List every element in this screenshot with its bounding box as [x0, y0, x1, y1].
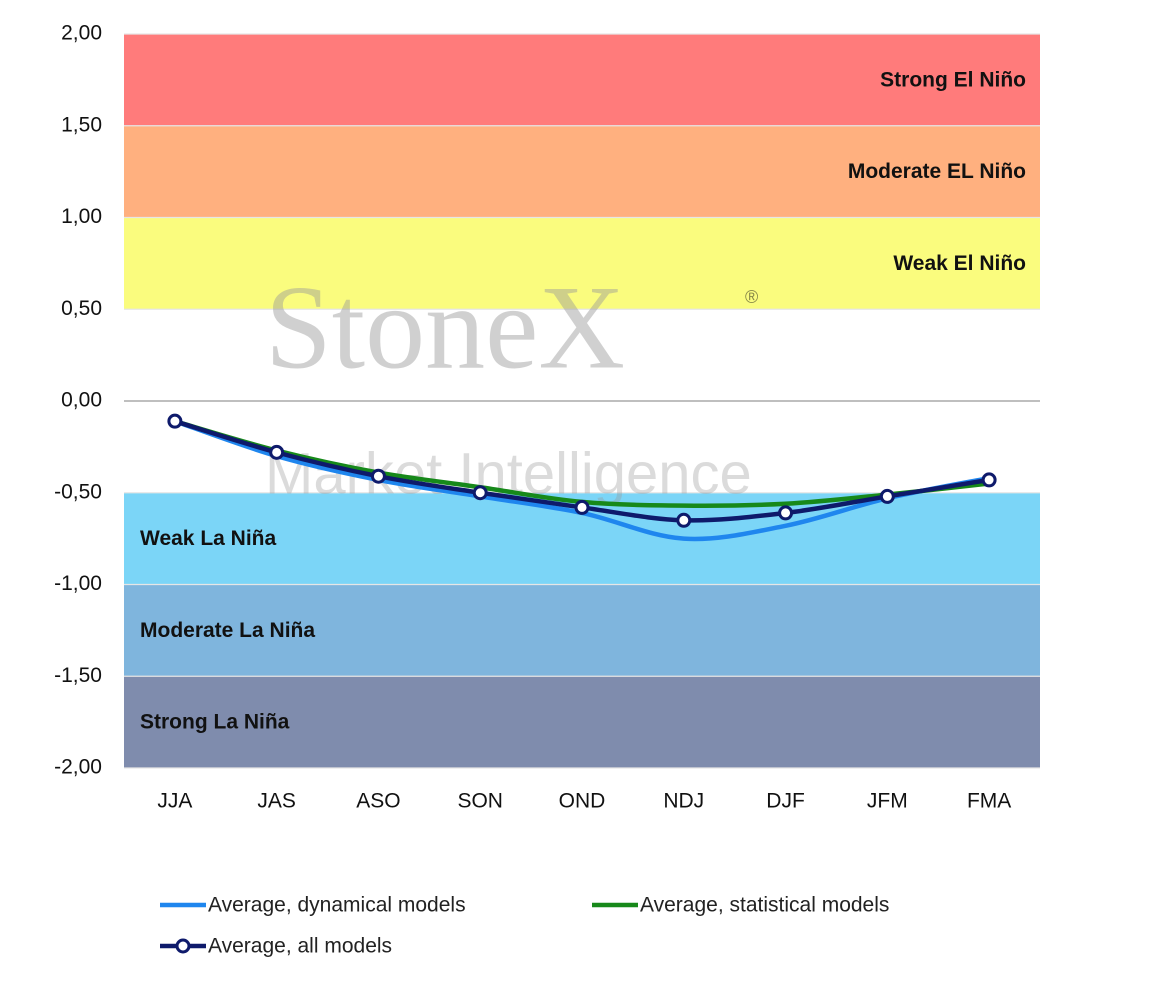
- y-tick-label: 2,00: [61, 22, 102, 45]
- point-marker: [269, 444, 285, 460]
- x-tick-label: OND: [559, 790, 606, 813]
- enso-band: [124, 676, 1040, 768]
- watermark: StoneX: [265, 261, 625, 394]
- band-label: Weak El Niño: [893, 252, 1026, 275]
- enso-band: [124, 217, 1040, 310]
- legend-label: Average, all models: [208, 935, 392, 958]
- y-tick-label: 1,00: [61, 205, 102, 228]
- band-label: Moderate EL Niño: [848, 160, 1026, 183]
- legend-marker: [175, 938, 191, 954]
- y-tick-label: 0,50: [61, 297, 102, 320]
- point-marker: [778, 505, 794, 521]
- x-tick-label: JJA: [157, 790, 192, 813]
- x-tick-label: ASO: [356, 790, 400, 813]
- band-label: Strong La Niña: [140, 711, 290, 734]
- y-tick-label: -1,50: [54, 664, 102, 687]
- enso-band: [124, 125, 1040, 218]
- band-label: Strong El Niño: [880, 68, 1026, 91]
- y-tick-label: -2,00: [54, 756, 102, 779]
- x-tick-label: FMA: [967, 790, 1011, 813]
- x-tick-label: DJF: [766, 790, 805, 813]
- watermark: ®: [745, 287, 758, 307]
- x-tick-label: SON: [457, 790, 503, 813]
- enso-band: [124, 584, 1040, 677]
- point-marker: [370, 468, 386, 484]
- band-label: Weak La Niña: [140, 527, 276, 550]
- point-marker: [676, 512, 692, 528]
- point-marker: [574, 499, 590, 515]
- point-marker: [879, 488, 895, 504]
- point-marker: [981, 472, 997, 488]
- band-label: Moderate La Niña: [140, 619, 315, 642]
- y-tick-label: 1,50: [61, 113, 102, 136]
- point-marker: [472, 485, 488, 501]
- enso-band: [124, 34, 1040, 126]
- legend-label: Average, statistical models: [640, 894, 889, 917]
- y-tick-label: -1,00: [54, 572, 102, 595]
- x-tick-label: NDJ: [663, 790, 704, 813]
- x-tick-label: JAS: [257, 790, 296, 813]
- legend-label: Average, dynamical models: [208, 894, 466, 917]
- point-marker: [167, 413, 183, 429]
- x-tick-label: JFM: [867, 790, 908, 813]
- y-tick-label: 0,00: [61, 389, 102, 412]
- y-tick-label: -0,50: [54, 480, 102, 503]
